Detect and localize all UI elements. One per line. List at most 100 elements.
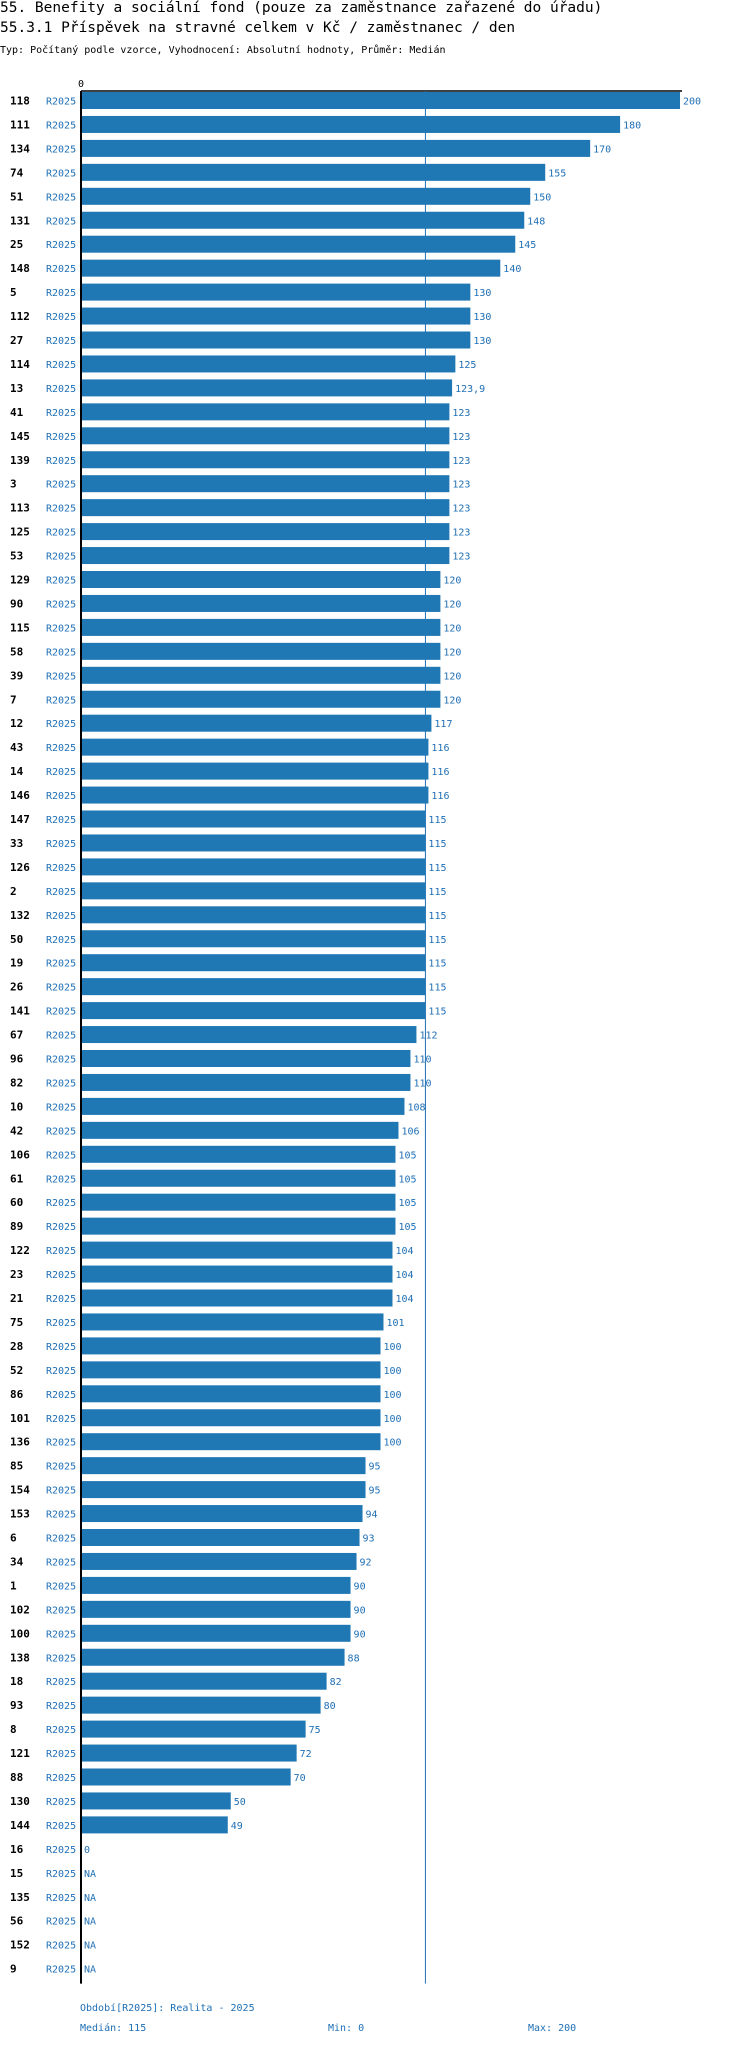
row-id-label: 121 xyxy=(10,1747,30,1760)
series-label: R2025 xyxy=(46,576,76,587)
value-label: 50 xyxy=(234,1797,246,1808)
footer-min: Min: 0 xyxy=(328,2023,365,2034)
bar xyxy=(81,307,471,325)
value-label: 100 xyxy=(384,1390,402,1401)
series-label: R2025 xyxy=(46,1366,76,1377)
value-label: 104 xyxy=(395,1294,413,1305)
row-id-label: 93 xyxy=(10,1699,23,1712)
value-label: 75 xyxy=(309,1725,321,1736)
bar xyxy=(81,1121,399,1139)
value-label: 95 xyxy=(369,1462,381,1473)
value-label: 93 xyxy=(363,1534,375,1545)
value-label: 130 xyxy=(473,336,491,347)
bar xyxy=(81,1433,381,1451)
series-label: R2025 xyxy=(46,504,76,515)
row-id-label: 145 xyxy=(10,430,30,443)
series-label: R2025 xyxy=(46,1222,76,1233)
row-id-label: 154 xyxy=(10,1484,30,1497)
series-label: R2025 xyxy=(46,935,76,946)
bar xyxy=(81,499,450,517)
row-id-label: 146 xyxy=(10,789,30,802)
row-id-label: 12 xyxy=(10,717,23,730)
value-label: 117 xyxy=(434,719,452,730)
series-label: R2025 xyxy=(46,1941,76,1952)
bar xyxy=(81,1313,384,1331)
row-id-label: 58 xyxy=(10,645,23,658)
bar xyxy=(81,523,450,541)
value-label: 123 xyxy=(452,408,470,419)
value-label: NA xyxy=(84,1869,96,1880)
row-id-label: 50 xyxy=(10,933,23,946)
value-label: 90 xyxy=(354,1605,366,1616)
value-label: 70 xyxy=(294,1773,306,1784)
value-label: NA xyxy=(84,1893,96,1904)
value-label: 120 xyxy=(443,599,461,610)
bar xyxy=(81,1768,291,1786)
bar xyxy=(81,810,426,828)
series-label: R2025 xyxy=(46,1773,76,1784)
series-label: R2025 xyxy=(46,1174,76,1185)
row-id-label: 74 xyxy=(10,166,24,179)
value-label: 123 xyxy=(452,480,470,491)
bar xyxy=(81,762,429,780)
value-label: 115 xyxy=(428,935,446,946)
series-label: R2025 xyxy=(46,743,76,754)
value-label: 148 xyxy=(527,216,545,227)
row-id-label: 25 xyxy=(10,238,23,251)
row-id-label: 141 xyxy=(10,1005,30,1018)
bar xyxy=(81,1026,417,1044)
series-label: R2025 xyxy=(46,1797,76,1808)
series-label: R2025 xyxy=(46,408,76,419)
series-label: R2025 xyxy=(46,1821,76,1832)
bar xyxy=(81,1361,381,1379)
row-id-label: 102 xyxy=(10,1603,30,1616)
row-id-label: 60 xyxy=(10,1196,23,1209)
row-id-label: 118 xyxy=(10,95,30,108)
value-label: 90 xyxy=(354,1629,366,1640)
value-label: 104 xyxy=(395,1246,413,1257)
bar xyxy=(81,571,441,588)
row-id-label: 96 xyxy=(10,1053,24,1066)
row-id-label: 134 xyxy=(10,142,30,155)
row-id-label: 131 xyxy=(10,214,30,227)
bar xyxy=(81,1337,381,1355)
row-id-label: 7 xyxy=(10,693,17,706)
series-label: R2025 xyxy=(46,887,76,898)
bar xyxy=(81,1672,327,1690)
row-id-label: 23 xyxy=(10,1268,23,1281)
series-label: R2025 xyxy=(46,1414,76,1425)
row-id-label: 56 xyxy=(10,1915,24,1928)
bar xyxy=(81,1457,366,1475)
row-id-label: 26 xyxy=(10,981,24,994)
bar xyxy=(81,1265,393,1283)
row-id-label: 122 xyxy=(10,1244,30,1257)
row-id-label: 86 xyxy=(10,1388,24,1401)
bar xyxy=(81,1600,351,1618)
bar xyxy=(81,1241,393,1259)
x-axis-zero-label: 0 xyxy=(78,79,84,90)
value-label: 120 xyxy=(443,647,461,658)
series-label: R2025 xyxy=(46,120,76,131)
bar xyxy=(81,1552,357,1570)
value-label: 200 xyxy=(683,97,701,108)
row-id-label: 113 xyxy=(10,502,30,515)
series-label: R2025 xyxy=(46,1126,76,1137)
series-label: R2025 xyxy=(46,1438,76,1449)
series-label: R2025 xyxy=(46,528,76,539)
bar xyxy=(81,882,426,900)
value-label: 130 xyxy=(473,312,491,323)
series-label: R2025 xyxy=(46,1917,76,1928)
series-label: R2025 xyxy=(46,1749,76,1760)
row-id-label: 144 xyxy=(10,1819,30,1832)
row-id-label: 67 xyxy=(10,1029,23,1042)
value-label: 150 xyxy=(533,192,551,203)
series-label: R2025 xyxy=(46,623,76,634)
value-label: NA xyxy=(84,1917,96,1928)
row-id-label: 132 xyxy=(10,909,30,922)
row-id-label: 82 xyxy=(10,1076,23,1089)
value-label: 104 xyxy=(395,1270,413,1281)
value-label: 115 xyxy=(428,815,446,826)
row-id-label: 18 xyxy=(10,1675,23,1688)
value-label: 116 xyxy=(431,767,449,778)
series-label: R2025 xyxy=(46,480,76,491)
